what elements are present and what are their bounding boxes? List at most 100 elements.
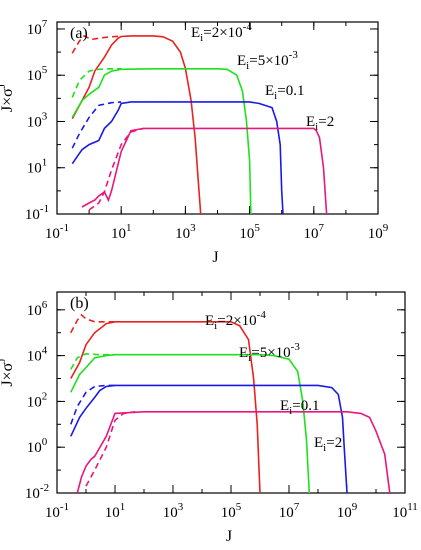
x-tick-label: 105 xyxy=(239,222,260,242)
annotation-base: E xyxy=(237,53,246,69)
series-annotation: Ei=5×10-3 xyxy=(237,49,298,72)
y-axis-label: J×σJ xyxy=(0,83,16,112)
y-tick-base: 10 xyxy=(27,440,42,456)
y-tick-label: 103 xyxy=(27,110,48,130)
x-tick-label: 109 xyxy=(368,222,389,242)
x-tick-exponent: 3 xyxy=(178,501,184,513)
series-line-solid-3 xyxy=(71,101,284,214)
y-tick-exponent: -1 xyxy=(40,203,49,215)
series-line-dashed-3 xyxy=(71,101,122,149)
y-tick-label: 101 xyxy=(27,157,48,177)
y-tick-base: 10 xyxy=(27,68,42,84)
series-line-dashed-1 xyxy=(70,313,115,334)
x-tick-base: 10 xyxy=(337,505,352,521)
x-tick-base: 10 xyxy=(239,226,254,242)
series-annotation: Ei=5×10-3 xyxy=(239,341,300,364)
x-tick-label: 1011 xyxy=(392,501,418,521)
x-tick-exponent: -1 xyxy=(60,222,69,234)
x-tick-label: 10-1 xyxy=(45,501,69,521)
y-tick-base: 10 xyxy=(25,486,40,502)
annotation-base: E xyxy=(314,435,323,451)
series-line-solid-2 xyxy=(70,353,311,493)
annotation-text: =2×10 xyxy=(203,25,242,41)
annotation-text: =2 xyxy=(326,435,342,451)
annotation-subscript: i xyxy=(289,405,292,417)
x-tick-base: 10 xyxy=(175,226,190,242)
series-line-solid-3 xyxy=(70,384,348,493)
series-line-dashed-1 xyxy=(71,34,122,54)
x-axis-label: J xyxy=(212,249,218,266)
annotation-superscript: -4 xyxy=(257,309,267,321)
x-tick-label: 107 xyxy=(304,222,325,242)
series-line-solid-2 xyxy=(71,68,252,214)
annotation-text: =0.1 xyxy=(277,83,304,99)
x-tick-base: 10 xyxy=(368,226,383,242)
y-tick-label: 100 xyxy=(27,436,48,456)
y-axis-label: J×σJ xyxy=(0,358,16,387)
annotation-subscript: i xyxy=(200,32,203,44)
series-line-solid-4 xyxy=(76,410,391,493)
series-line-solid-1 xyxy=(71,35,202,214)
x-tick-base: 10 xyxy=(105,505,120,521)
y-tick-exponent: 6 xyxy=(42,299,48,311)
series-line-dashed-4 xyxy=(85,411,136,487)
y-axis-label-main: J×σ xyxy=(0,362,16,386)
annotation-text: =2×10 xyxy=(217,313,256,329)
series-annotation: Ei=2×10-4 xyxy=(191,21,252,44)
chart-panel-2: 10-1 101 103 105 107 109 101110-2100102104106(… xyxy=(0,291,418,545)
panel-label: (a) xyxy=(70,25,88,42)
y-tick-exponent: 5 xyxy=(42,64,48,76)
x-tick-base: 10 xyxy=(304,226,319,242)
x-tick-label: 101 xyxy=(105,501,126,521)
plot-area xyxy=(70,313,391,493)
annotation-subscript: i xyxy=(214,320,217,332)
y-tick-label: 107 xyxy=(27,18,48,38)
x-tick-exponent: 3 xyxy=(190,222,196,234)
y-tick-label: 105 xyxy=(27,64,48,84)
series-annotation: Ei=0.1 xyxy=(265,83,304,102)
annotation-base: E xyxy=(205,313,214,329)
x-tick-base: 10 xyxy=(221,505,236,521)
x-tick-label: 10-1 xyxy=(45,222,69,242)
annotation-subscript: i xyxy=(246,60,249,72)
annotation-text: =5×10 xyxy=(251,345,290,361)
x-tick-exponent: 7 xyxy=(294,501,300,513)
y-tick-base: 10 xyxy=(27,22,42,38)
y-tick-exponent: 2 xyxy=(42,390,48,402)
x-tick-base: 10 xyxy=(45,505,60,521)
series-annotation: Ei=0.1 xyxy=(280,398,319,417)
y-tick-label: 10-1 xyxy=(25,203,49,223)
y-tick-label: 10-2 xyxy=(25,482,49,502)
annotation-base: E xyxy=(306,114,315,130)
series-line-dashed-4 xyxy=(88,127,144,211)
annotation-superscript: -4 xyxy=(243,21,253,33)
x-axis-label: J xyxy=(226,528,232,545)
y-tick-base: 10 xyxy=(27,394,42,410)
series-line-dashed-3 xyxy=(70,384,115,425)
annotation-text: =2 xyxy=(318,114,334,130)
annotation-base: E xyxy=(191,25,200,41)
x-tick-base: 10 xyxy=(45,226,60,242)
y-tick-label: 106 xyxy=(27,299,48,319)
x-tick-label: 103 xyxy=(175,222,196,242)
series-line-dashed-2 xyxy=(71,68,122,98)
annotation-text: =5×10 xyxy=(249,53,288,69)
annotation-superscript: -3 xyxy=(289,49,299,61)
y-tick-label: 102 xyxy=(27,390,48,410)
series-annotation: Ei=2×10-4 xyxy=(205,309,266,332)
x-tick-label: 107 xyxy=(279,501,300,521)
x-tick-exponent: 5 xyxy=(236,501,242,513)
y-tick-base: 10 xyxy=(27,349,42,365)
x-tick-exponent: 1 xyxy=(126,222,132,234)
annotation-base: E xyxy=(280,398,289,414)
y-tick-exponent: 1 xyxy=(42,157,48,169)
y-axis-label-main: J×σ xyxy=(0,88,16,112)
annotation-subscript: i xyxy=(323,442,326,454)
y-tick-base: 10 xyxy=(25,207,40,223)
x-tick-exponent: 9 xyxy=(352,501,358,513)
x-tick-label: 105 xyxy=(221,501,242,521)
series-line-solid-1 xyxy=(70,320,261,493)
annotation-superscript: -3 xyxy=(291,341,301,353)
panel-label: (b) xyxy=(70,295,89,312)
